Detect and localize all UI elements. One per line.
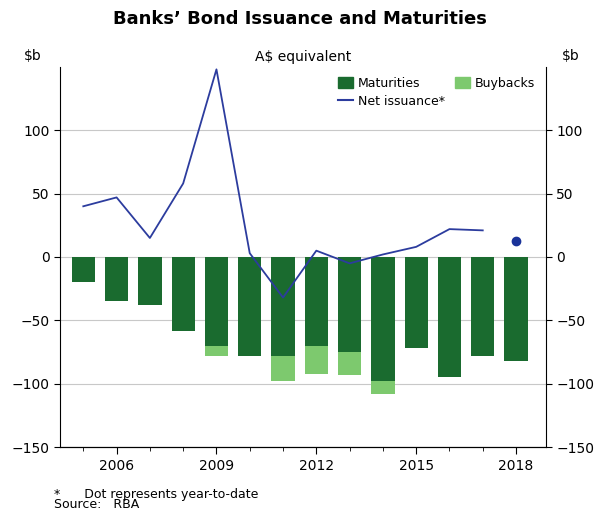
Bar — [271, 356, 295, 381]
Bar — [205, 346, 228, 356]
Bar — [105, 257, 128, 301]
Text: *      Dot represents year-to-date: * Dot represents year-to-date — [54, 488, 259, 501]
Bar — [371, 381, 395, 394]
Bar — [404, 257, 428, 348]
Text: Source:   RBA: Source: RBA — [54, 499, 139, 511]
Text: $b: $b — [562, 49, 580, 63]
Bar — [271, 257, 295, 356]
Bar — [238, 257, 262, 356]
Title: A$ equivalent: A$ equivalent — [255, 50, 351, 64]
Bar — [371, 257, 395, 381]
Bar — [471, 257, 494, 356]
Bar — [305, 346, 328, 374]
Bar — [438, 257, 461, 377]
Bar — [71, 257, 95, 282]
Bar — [305, 257, 328, 346]
Bar — [172, 257, 195, 331]
Bar — [338, 257, 361, 352]
Bar — [338, 352, 361, 375]
Text: $b: $b — [23, 49, 41, 63]
Bar — [205, 257, 228, 346]
Bar — [505, 257, 527, 361]
Text: Banks’ Bond Issuance and Maturities: Banks’ Bond Issuance and Maturities — [113, 10, 487, 28]
Legend: Maturities, Net issuance*, Buybacks: Maturities, Net issuance*, Buybacks — [338, 77, 535, 108]
Bar — [138, 257, 161, 305]
